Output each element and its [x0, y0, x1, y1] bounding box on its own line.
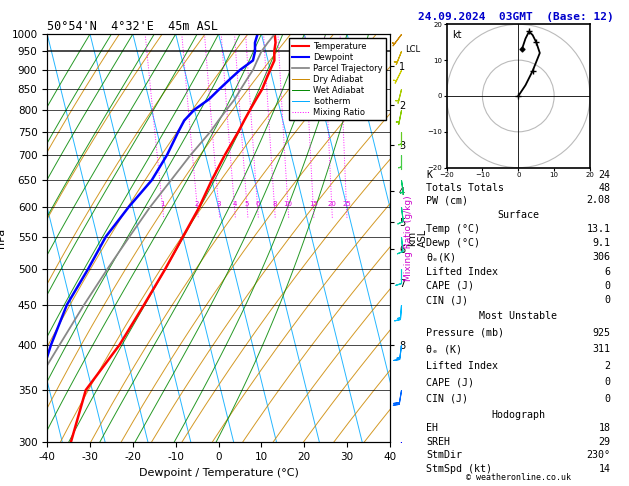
Text: 2: 2: [604, 361, 610, 371]
Text: 6: 6: [255, 201, 260, 207]
Text: 306: 306: [593, 252, 610, 262]
Text: 10: 10: [284, 201, 292, 207]
Text: 0: 0: [604, 281, 610, 291]
Text: Lifted Index: Lifted Index: [426, 361, 498, 371]
Text: 3: 3: [216, 201, 221, 207]
Text: 5: 5: [245, 201, 249, 207]
Text: LCL: LCL: [405, 45, 420, 54]
Text: StmDir: StmDir: [426, 450, 462, 460]
Text: 925: 925: [593, 328, 610, 338]
Text: 29: 29: [598, 437, 610, 447]
Text: 24: 24: [598, 170, 610, 180]
Text: kt: kt: [452, 30, 462, 40]
Text: θₑ (K): θₑ (K): [426, 344, 462, 354]
Text: © weatheronline.co.uk: © weatheronline.co.uk: [466, 473, 571, 482]
Text: 50°54'N  4°32'E  45m ASL: 50°54'N 4°32'E 45m ASL: [47, 20, 218, 33]
Text: 25: 25: [342, 201, 351, 207]
Y-axis label: hPa: hPa: [0, 228, 6, 248]
Text: Hodograph: Hodograph: [491, 410, 545, 420]
Text: 9.1: 9.1: [593, 238, 610, 248]
Text: 13.1: 13.1: [586, 224, 610, 234]
Text: 0: 0: [604, 394, 610, 403]
Text: 1: 1: [160, 201, 165, 207]
Text: 48: 48: [598, 183, 610, 192]
Text: 0: 0: [604, 295, 610, 305]
Text: 4: 4: [232, 201, 237, 207]
Text: Temp (°C): Temp (°C): [426, 224, 481, 234]
Text: Most Unstable: Most Unstable: [479, 312, 557, 321]
Text: PW (cm): PW (cm): [426, 195, 468, 205]
Text: CIN (J): CIN (J): [426, 394, 468, 403]
Text: 0: 0: [604, 377, 610, 387]
Text: K: K: [426, 170, 432, 180]
Text: 14: 14: [598, 464, 610, 473]
Text: 2.08: 2.08: [586, 195, 610, 205]
Text: 6: 6: [604, 266, 610, 277]
Text: StmSpd (kt): StmSpd (kt): [426, 464, 493, 473]
X-axis label: Dewpoint / Temperature (°C): Dewpoint / Temperature (°C): [138, 468, 299, 478]
Y-axis label: km
ASL: km ASL: [406, 229, 428, 247]
Text: 15: 15: [309, 201, 318, 207]
Text: Mixing Ratio (g/kg): Mixing Ratio (g/kg): [404, 195, 413, 281]
Text: CIN (J): CIN (J): [426, 295, 468, 305]
Legend: Temperature, Dewpoint, Parcel Trajectory, Dry Adiabat, Wet Adiabat, Isotherm, Mi: Temperature, Dewpoint, Parcel Trajectory…: [289, 38, 386, 121]
Text: Pressure (mb): Pressure (mb): [426, 328, 504, 338]
Text: 18: 18: [598, 423, 610, 434]
Text: 24.09.2024  03GMT  (Base: 12): 24.09.2024 03GMT (Base: 12): [418, 12, 614, 22]
Text: 20: 20: [327, 201, 337, 207]
Text: 230°: 230°: [586, 450, 610, 460]
Text: 8: 8: [272, 201, 277, 207]
Text: 2: 2: [195, 201, 199, 207]
Text: 311: 311: [593, 344, 610, 354]
Text: EH: EH: [426, 423, 438, 434]
Text: CAPE (J): CAPE (J): [426, 281, 474, 291]
Text: Dewp (°C): Dewp (°C): [426, 238, 481, 248]
Text: CAPE (J): CAPE (J): [426, 377, 474, 387]
Text: θₑ(K): θₑ(K): [426, 252, 456, 262]
Text: SREH: SREH: [426, 437, 450, 447]
Text: Lifted Index: Lifted Index: [426, 266, 498, 277]
Text: Surface: Surface: [498, 209, 539, 220]
Text: Totals Totals: Totals Totals: [426, 183, 504, 192]
